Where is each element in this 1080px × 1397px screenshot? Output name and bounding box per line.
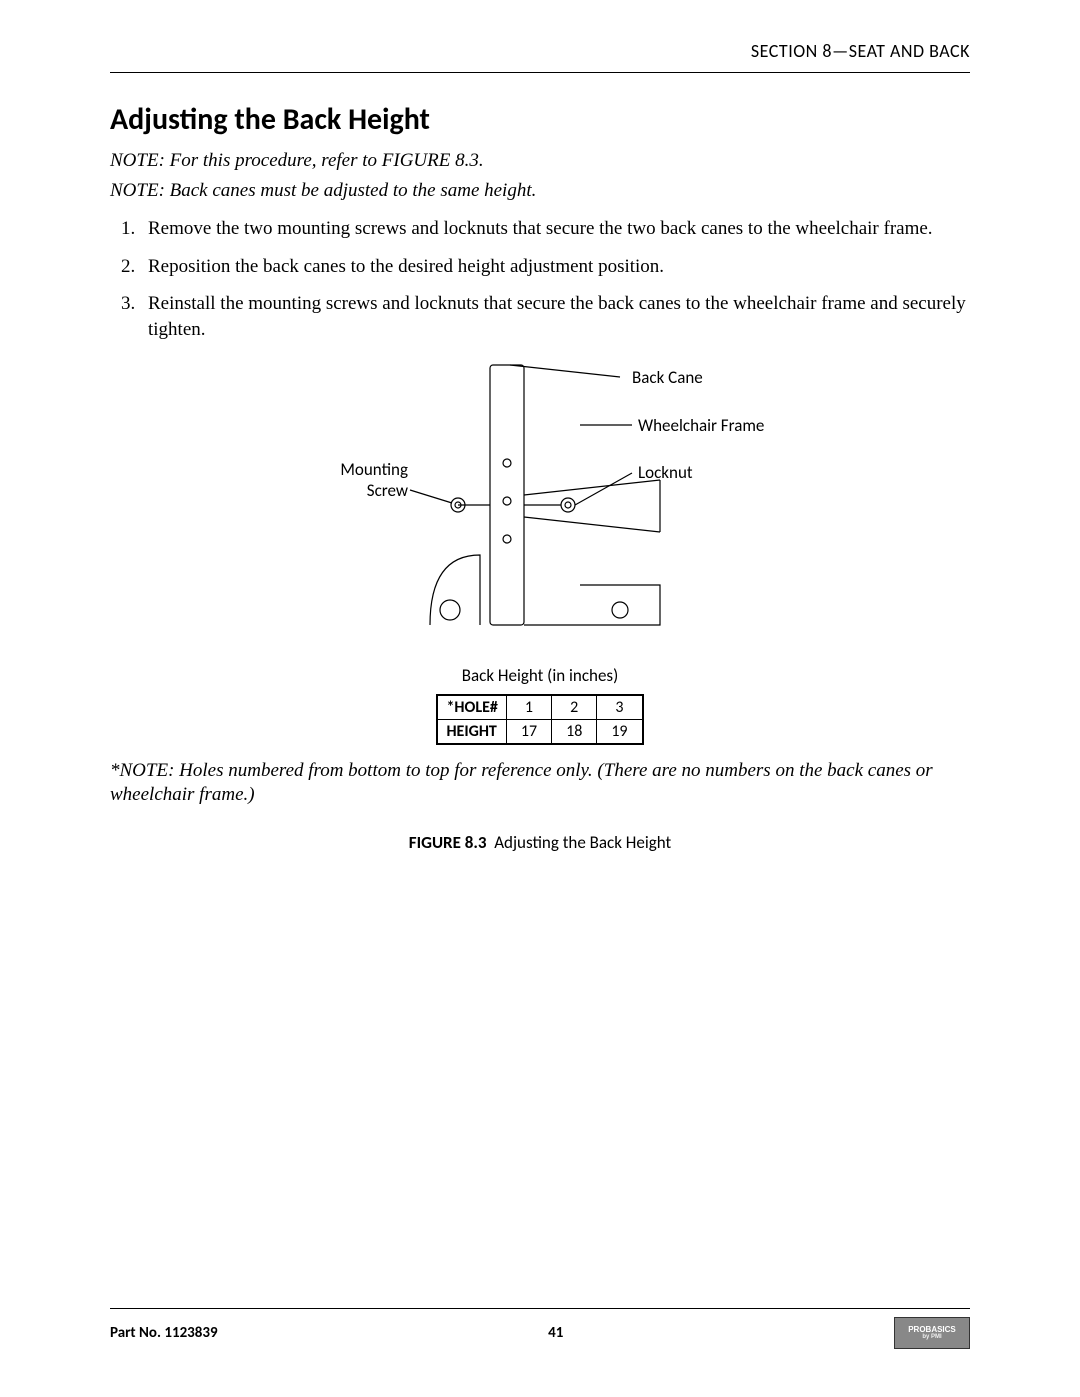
page-number: 41 [548,1324,563,1342]
page-footer: Part No. 1123839 41 PROBASICS by PMI [110,1308,970,1349]
logo-text: PROBASICS [908,1326,956,1334]
label-back-cane: Back Cane [632,367,703,388]
table-caption: Back Height (in inches) [110,665,970,686]
footnote: *NOTE: Holes numbered from bottom to top… [110,759,970,808]
height-val-1: 17 [506,719,551,744]
hole-col-2: 2 [552,695,597,720]
brand-logo: PROBASICS by PMI [894,1317,970,1349]
hole-col-3: 3 [597,695,643,720]
footer-rule [110,1308,970,1309]
table-row: HEIGHT 17 18 19 [437,719,642,744]
figure-caption: FIGURE 8.3 Adjusting the Back Height [110,832,970,853]
height-val-2: 18 [552,719,597,744]
figure-caption-text: Adjusting the Back Height [494,832,671,853]
part-number: Part No. 1123839 [110,1324,218,1342]
header-rule [110,72,970,73]
manual-page: SECTION 8—SEAT AND BACK Adjusting the Ba… [0,0,1080,1397]
height-table: *HOLE# 1 2 3 HEIGHT 17 18 19 [436,694,643,745]
height-val-3: 19 [597,719,643,744]
logo-subtext: by PMI [922,1334,941,1340]
note-2: NOTE: Back canes must be adjusted to the… [110,180,970,202]
note-1: NOTE: For this procedure, refer to FIGUR… [110,150,970,172]
table-row: *HOLE# 1 2 3 [437,695,642,720]
label-locknut: Locknut [638,462,693,483]
step-3: Reinstall the mounting screws and locknu… [140,291,970,342]
figure-area: Back Cane Wheelchair Frame Locknut Mount… [110,355,970,745]
label-mounting-screw: Mounting Screw [330,459,408,501]
step-2: Reposition the back canes to the desired… [140,254,970,280]
row-header-hole: *HOLE# [437,695,506,720]
procedure-list: Remove the two mounting screws and lockn… [110,216,970,343]
step-1: Remove the two mounting screws and lockn… [140,216,970,242]
page-title: Adjusting the Back Height [110,101,970,138]
section-header: SECTION 8—SEAT AND BACK [110,40,970,62]
figure-caption-bold: FIGURE 8.3 [409,832,487,853]
row-header-height: HEIGHT [437,719,506,744]
label-wheelchair-frame: Wheelchair Frame [638,415,764,436]
hole-col-1: 1 [506,695,551,720]
diagram: Back Cane Wheelchair Frame Locknut Mount… [280,355,800,655]
